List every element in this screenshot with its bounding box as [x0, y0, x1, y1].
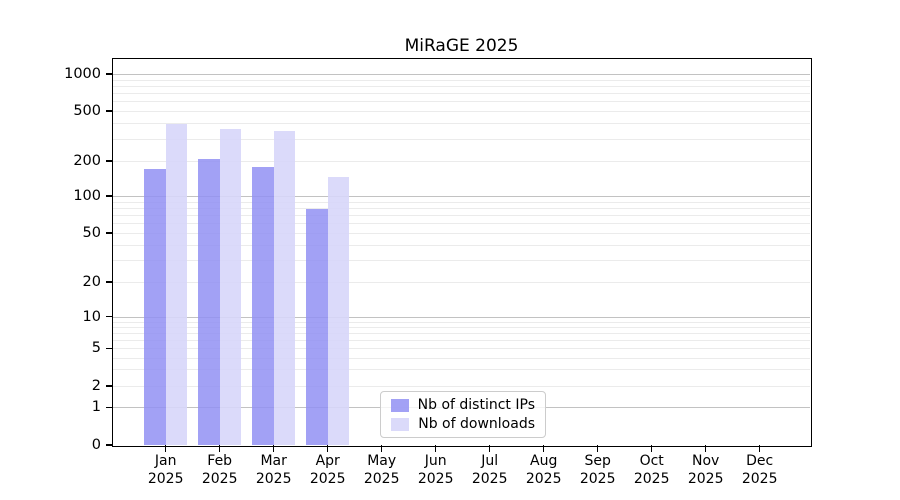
gridline-minor	[113, 333, 810, 334]
y-tick-mark	[106, 281, 113, 283]
bar-distinct-ips-mar	[252, 167, 274, 445]
gridline-minor	[113, 348, 810, 350]
bar-distinct-ips-feb	[198, 159, 220, 445]
y-tick-label: 5	[91, 340, 101, 357]
y-tick-label: 1000	[64, 66, 101, 82]
legend-swatch-distinct-ips-icon	[391, 398, 409, 412]
x-tick-label: Aug 2025	[525, 453, 562, 487]
y-tick-mark	[106, 232, 113, 234]
y-tick-label: 1	[91, 399, 101, 416]
legend-label-distinct-ips: Nb of distinct IPs	[417, 397, 535, 413]
x-tick-mark	[543, 445, 545, 452]
x-tick-label: Dec 2025	[741, 453, 778, 487]
y-tick-mark	[106, 347, 113, 349]
x-tick-label: Nov 2025	[687, 453, 724, 487]
x-tick-label: Sep 2025	[579, 453, 616, 487]
plot-area-border	[112, 58, 812, 447]
bar-distinct-ips-jan	[144, 168, 166, 445]
bar-downloads-mar	[273, 131, 296, 445]
x-tick-mark	[435, 445, 437, 452]
chart-title: MiRaGE 2025	[404, 36, 519, 56]
gridline-minor	[113, 85, 810, 87]
y-tick-mark	[106, 444, 113, 446]
x-tick-mark	[759, 445, 761, 452]
x-tick-label: May 2025	[363, 453, 400, 487]
x-tick-mark	[381, 445, 383, 452]
y-tick-label: 10	[82, 308, 101, 325]
y-tick-label: 50	[82, 225, 101, 241]
gridline-minor	[113, 207, 810, 209]
gridline-minor	[113, 233, 810, 234]
y-tick-label: 500	[73, 103, 101, 119]
legend-item-downloads: Nb of downloads	[391, 416, 535, 432]
x-tick-label: Apr 2025	[309, 453, 346, 487]
legend-label-downloads: Nb of downloads	[418, 416, 535, 432]
gridline-major	[113, 316, 810, 318]
x-tick-mark	[489, 445, 491, 452]
x-tick-mark	[327, 445, 329, 452]
gridline-minor	[113, 123, 810, 125]
x-tick-label: Mar 2025	[255, 453, 292, 487]
gridline-minor	[113, 244, 810, 246]
y-tick-mark	[106, 316, 113, 318]
gridline-minor	[113, 369, 810, 371]
y-tick-mark	[106, 385, 113, 387]
y-tick-label: 100	[73, 188, 101, 204]
x-tick-mark	[651, 445, 653, 452]
legend-item-distinct-ips: Nb of distinct IPs	[391, 397, 535, 413]
gridline-major	[113, 74, 810, 75]
gridline-minor	[113, 161, 810, 162]
x-tick-mark	[273, 445, 275, 452]
gridline-minor	[113, 93, 810, 94]
x-tick-mark	[705, 445, 707, 452]
gridline-minor	[113, 101, 810, 103]
y-tick-label: 2	[91, 378, 101, 394]
bar-downloads-jan	[165, 123, 188, 445]
gridline-minor	[113, 260, 810, 262]
gridline-minor	[113, 223, 810, 225]
x-tick-mark	[597, 445, 599, 452]
gridline-minor	[113, 340, 810, 341]
legend: Nb of distinct IPs Nb of downloads	[380, 391, 546, 438]
x-tick-label: Oct 2025	[633, 453, 670, 487]
x-tick-label: Jul 2025	[471, 453, 508, 487]
gridline-minor	[113, 79, 810, 81]
gridline-minor	[113, 326, 810, 328]
bar-downloads-apr	[327, 176, 350, 445]
x-tick-label: Jan 2025	[147, 453, 184, 487]
y-tick-label: 200	[73, 153, 101, 169]
y-tick-mark	[106, 73, 113, 75]
y-tick-label: 20	[82, 274, 101, 290]
gridline-minor	[113, 138, 810, 140]
x-tick-mark	[165, 445, 167, 452]
legend-swatch-downloads-icon	[391, 417, 410, 431]
y-tick-mark	[106, 195, 113, 197]
y-tick-mark	[106, 406, 113, 408]
gridline-minor	[113, 201, 810, 203]
y-tick-mark	[106, 110, 113, 112]
bar-downloads-feb	[219, 128, 242, 445]
x-tick-label: Feb 2025	[201, 453, 238, 487]
gridline-minor	[113, 357, 810, 359]
gridline-major	[113, 196, 810, 197]
y-tick-label: 0	[91, 437, 101, 453]
gridline-minor	[113, 215, 810, 216]
gridline-minor	[113, 111, 810, 112]
x-tick-mark	[219, 445, 221, 452]
y-tick-mark	[106, 160, 113, 162]
x-tick-label: Jun 2025	[417, 453, 454, 487]
bar-distinct-ips-apr	[306, 209, 328, 445]
gridline-minor	[113, 321, 810, 323]
gridline-minor	[113, 282, 810, 283]
gridline-minor	[113, 386, 810, 387]
